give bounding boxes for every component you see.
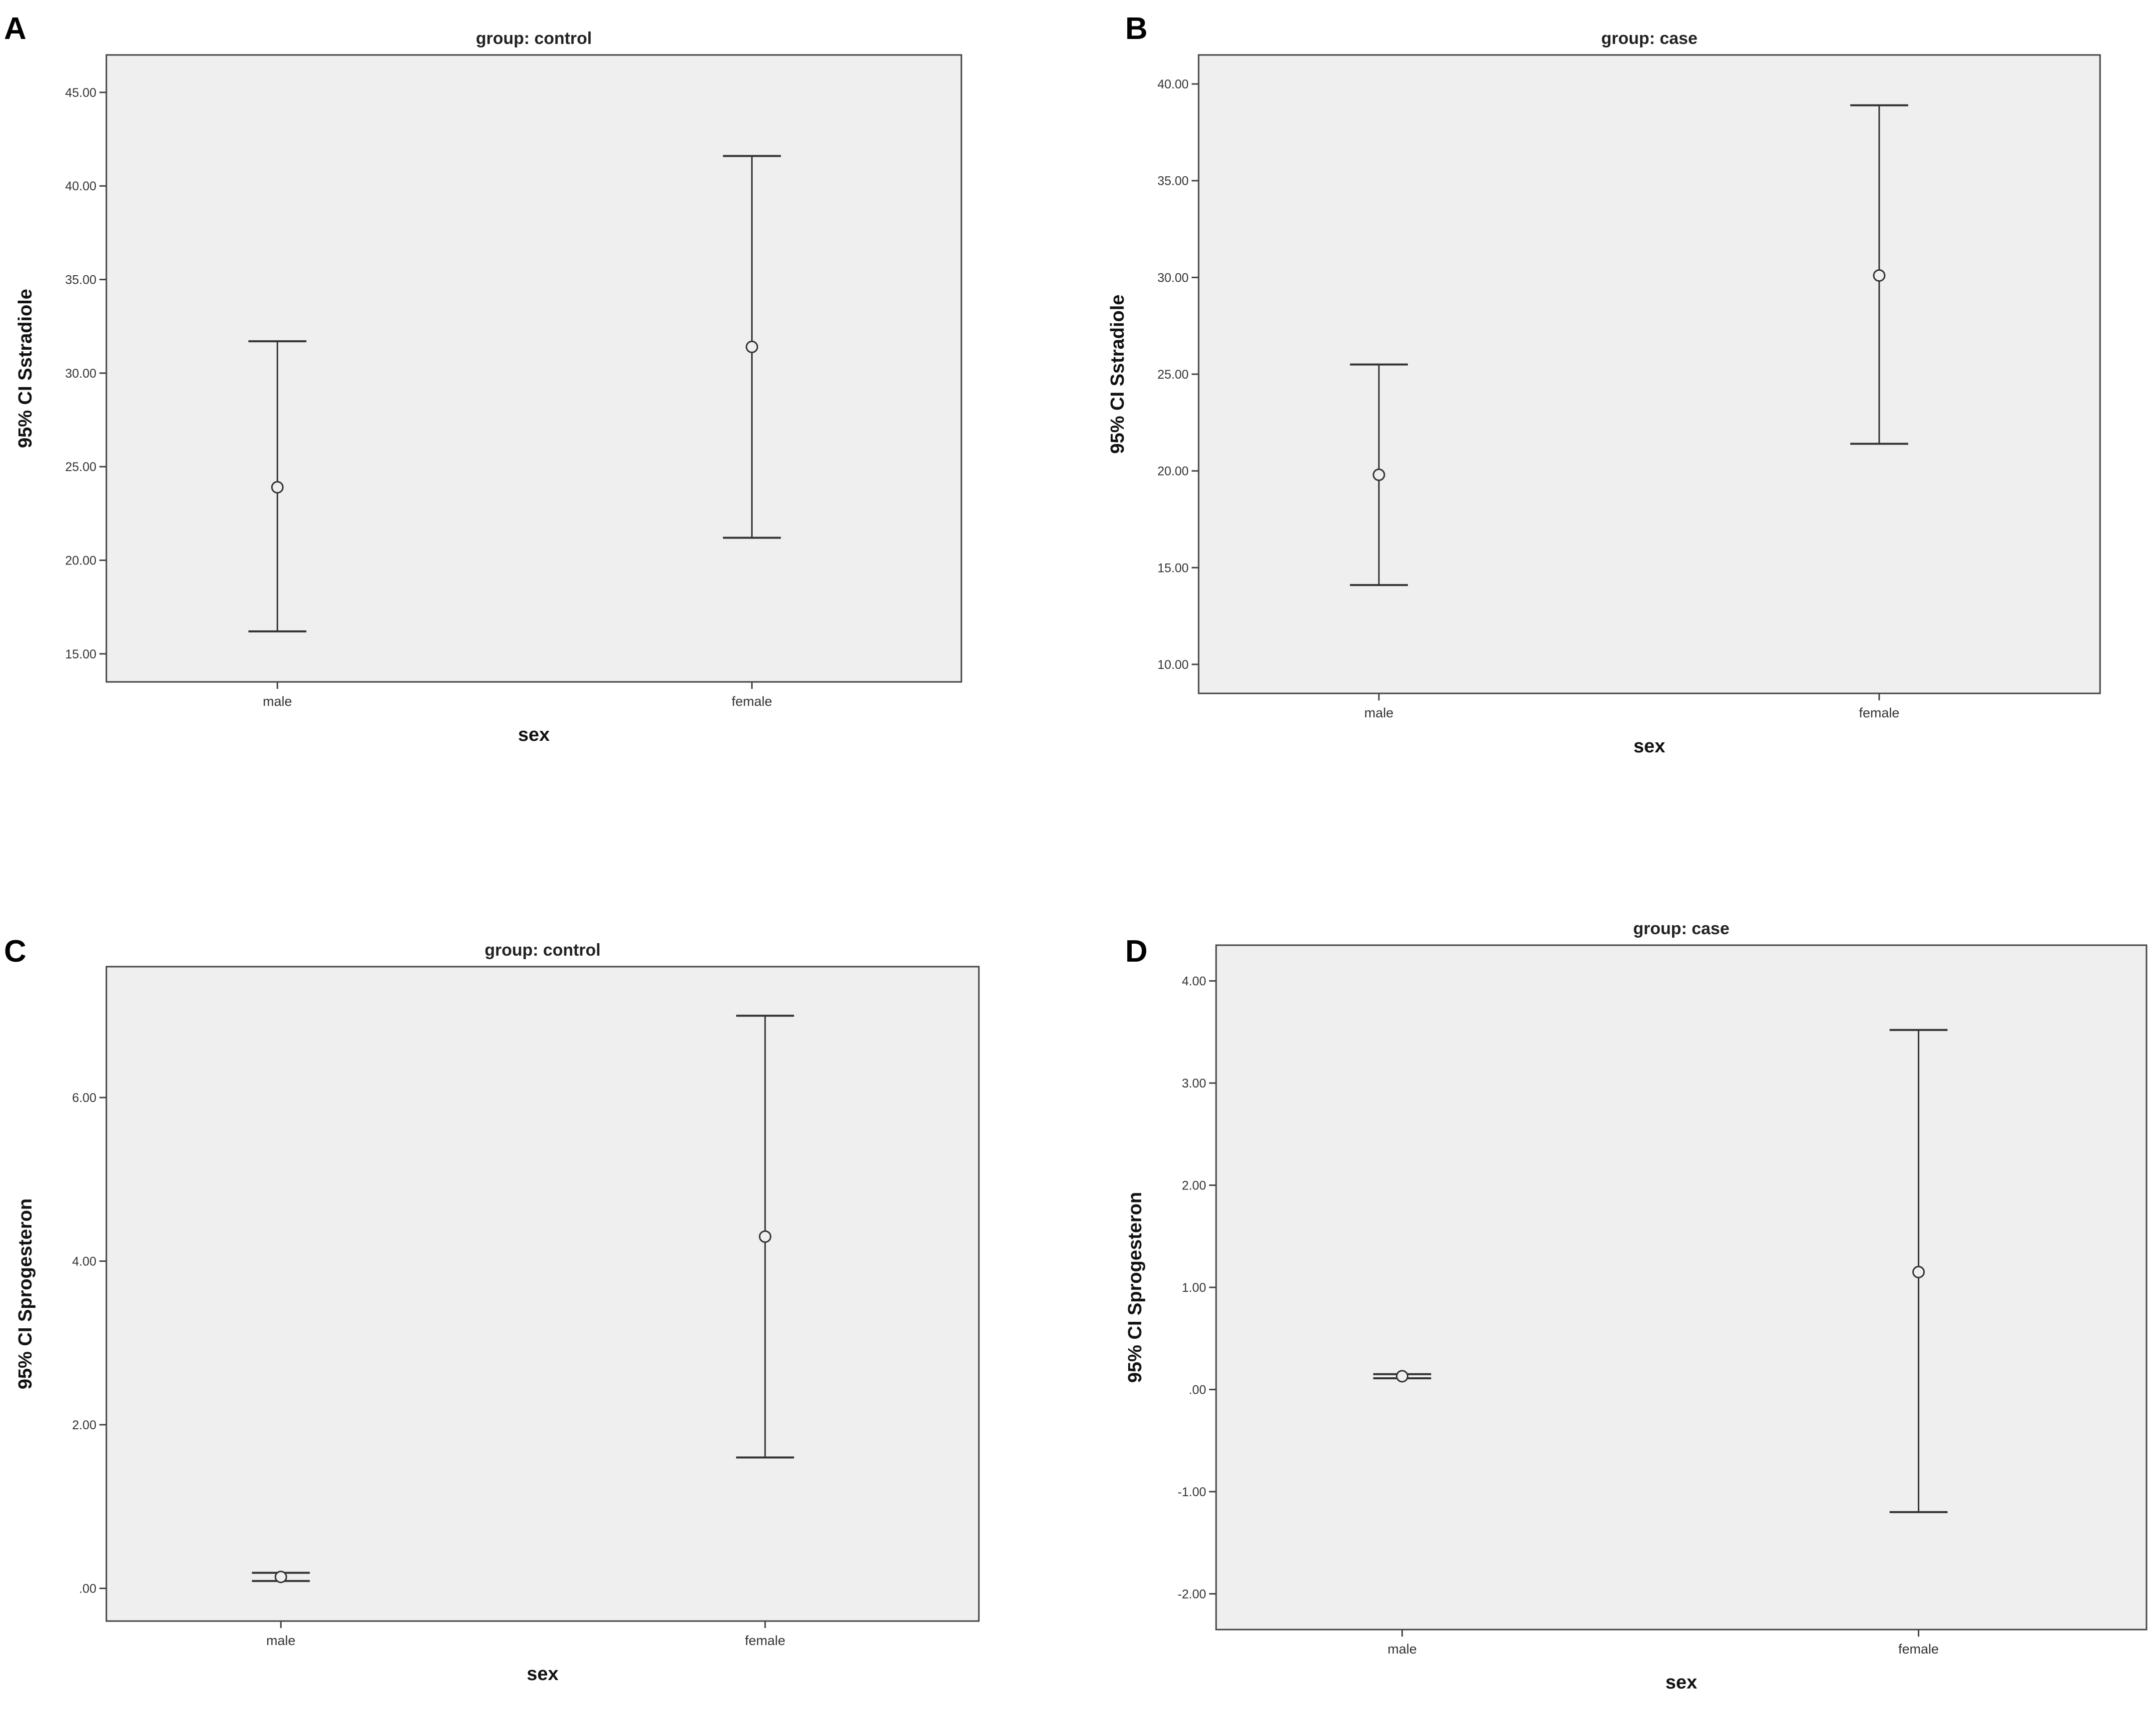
mean-point-male — [1396, 1370, 1409, 1383]
y-tick-label: 25.00 — [65, 460, 96, 474]
y-tick-label: 10.00 — [1157, 658, 1189, 672]
y-tick-label: .00 — [79, 1582, 96, 1596]
y-tick-label: 35.00 — [1157, 174, 1189, 188]
chart-title: group: case — [1601, 29, 1698, 48]
y-tick-label: 40.00 — [65, 179, 96, 193]
y-tick-label: 1.00 — [1182, 1281, 1206, 1295]
y-tick-label: 30.00 — [65, 367, 96, 381]
x-tick-label-male: male — [266, 1633, 296, 1648]
y-tick-label: -1.00 — [1178, 1485, 1206, 1499]
x-axis-title: sex — [518, 724, 549, 745]
x-axis-title: sex — [527, 1664, 558, 1685]
y-tick-label: 3.00 — [1182, 1077, 1206, 1091]
y-tick-label: 45.00 — [65, 86, 96, 100]
plot-area — [1198, 54, 2101, 694]
mean-point-female — [1912, 1265, 1925, 1278]
mean-point-male — [1372, 468, 1385, 481]
mean-point-male — [274, 1571, 287, 1584]
mean-point-male — [271, 481, 284, 494]
x-tick-label-female: female — [732, 694, 772, 709]
y-tick-label: 30.00 — [1157, 271, 1189, 285]
y-tick-label: 2.00 — [72, 1418, 96, 1432]
mean-point-female — [759, 1230, 772, 1243]
y-tick-label: 15.00 — [65, 647, 96, 661]
plot-area — [105, 54, 962, 683]
x-tick-label-male: male — [1364, 705, 1394, 720]
y-tick-label: .00 — [1189, 1383, 1206, 1397]
x-tick-label-female: female — [1898, 1642, 1939, 1657]
x-tick-label-female: female — [745, 1633, 785, 1648]
chart-title: group: control — [476, 29, 592, 48]
y-tick-label: 4.00 — [72, 1255, 96, 1269]
x-axis-title: sex — [1666, 1672, 1697, 1693]
y-tick-label: 2.00 — [1182, 1179, 1206, 1193]
x-tick-label-male: male — [1387, 1642, 1417, 1657]
x-axis-title: sex — [1634, 736, 1665, 757]
y-axis-title: 95% CI Sprogesteron — [1125, 1192, 1146, 1383]
chart-title: group: control — [484, 941, 600, 960]
mean-point-female — [1873, 269, 1886, 282]
x-tick-label-male: male — [263, 694, 292, 709]
y-tick-label: 20.00 — [65, 554, 96, 568]
y-axis-title: 95% CI Sprogesteron — [15, 1198, 36, 1389]
plot-area — [1215, 944, 2148, 1631]
chart-title: group: case — [1633, 919, 1729, 938]
y-tick-label: -2.00 — [1178, 1587, 1206, 1601]
y-tick-label: 35.00 — [65, 273, 96, 287]
y-axis-title: 95% CI Sstradiole — [1107, 295, 1128, 454]
y-tick-label: 15.00 — [1157, 561, 1189, 575]
panel-letter: D — [1125, 934, 1148, 969]
panel-letter: B — [1125, 11, 1148, 46]
y-axis-title: 95% CI Sstradiole — [15, 289, 36, 448]
y-tick-label: 20.00 — [1157, 465, 1189, 479]
y-tick-label: 25.00 — [1157, 368, 1189, 382]
plot-area — [105, 966, 980, 1622]
y-tick-label: 4.00 — [1182, 975, 1206, 989]
panel-letter: A — [4, 11, 26, 46]
x-tick-label-female: female — [1859, 705, 1899, 720]
y-tick-label: 6.00 — [72, 1091, 96, 1105]
mean-point-female — [746, 340, 759, 353]
y-tick-label: 40.00 — [1157, 77, 1189, 91]
panel-letter: C — [4, 934, 26, 969]
